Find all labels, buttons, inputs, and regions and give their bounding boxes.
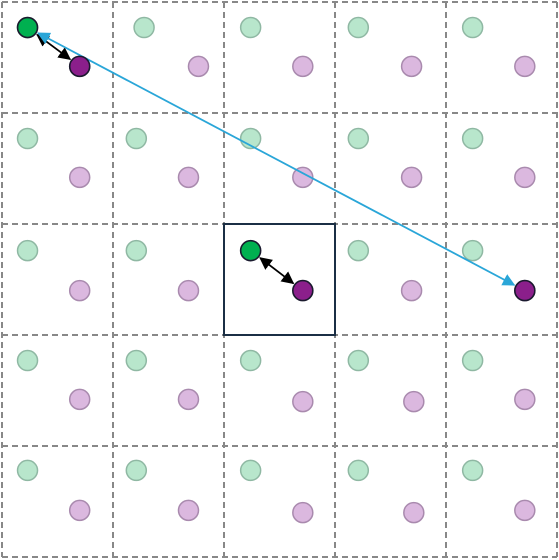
green-point-faded bbox=[16, 459, 39, 482]
purple-point-faded bbox=[514, 166, 536, 189]
green-point-faded bbox=[239, 16, 262, 39]
purple-point-faded bbox=[403, 390, 425, 413]
green-point-faded bbox=[461, 349, 484, 372]
purple-point bbox=[68, 55, 91, 78]
purple-point-faded bbox=[514, 499, 536, 522]
green-point-faded bbox=[461, 239, 484, 262]
green-point-faded bbox=[16, 127, 39, 150]
purple-point bbox=[292, 279, 314, 302]
green-point-faded bbox=[347, 239, 370, 262]
purple-point-faded bbox=[292, 390, 314, 413]
green-point-faded bbox=[125, 349, 148, 372]
green-point-faded bbox=[125, 127, 148, 150]
purple-point-faded bbox=[187, 55, 210, 78]
green-point-faded bbox=[239, 459, 262, 482]
green-point bbox=[239, 239, 262, 262]
purple-point-faded bbox=[177, 279, 200, 302]
green-point-faded bbox=[16, 349, 39, 372]
purple-point-faded bbox=[514, 55, 536, 78]
purple-point-faded bbox=[400, 166, 423, 189]
green-point-faded bbox=[125, 459, 148, 482]
purple-point-faded bbox=[514, 388, 536, 411]
green-point-faded bbox=[461, 16, 484, 39]
purple-point-faded bbox=[292, 55, 314, 78]
purple-point-faded bbox=[177, 499, 200, 522]
green-point bbox=[16, 16, 39, 39]
purple-point-faded bbox=[68, 166, 91, 189]
highlighted-cell bbox=[223, 223, 336, 336]
green-point-faded bbox=[347, 127, 370, 150]
green-point-faded bbox=[347, 459, 370, 482]
green-point-faded bbox=[461, 459, 484, 482]
green-point-faded bbox=[133, 16, 155, 39]
green-point-faded bbox=[347, 349, 370, 372]
green-point-faded bbox=[125, 239, 148, 262]
green-point-faded bbox=[239, 349, 262, 372]
purple-point bbox=[514, 279, 536, 302]
purple-point-faded bbox=[400, 55, 423, 78]
solid-points bbox=[16, 16, 536, 302]
highlighted-cell-box bbox=[223, 223, 336, 336]
purple-point-faded bbox=[403, 501, 425, 524]
purple-point-faded bbox=[177, 388, 200, 411]
purple-point-faded bbox=[68, 388, 91, 411]
green-point-faded bbox=[461, 127, 484, 150]
green-point-faded bbox=[347, 16, 370, 39]
purple-point-faded bbox=[292, 501, 314, 524]
arrows bbox=[36, 32, 516, 286]
purple-point-faded bbox=[68, 279, 91, 302]
purple-point-faded bbox=[400, 279, 423, 302]
long-arrow bbox=[37, 32, 516, 286]
purple-point-faded bbox=[177, 166, 200, 189]
green-point-faded bbox=[16, 239, 39, 262]
purple-point-faded bbox=[68, 499, 91, 522]
